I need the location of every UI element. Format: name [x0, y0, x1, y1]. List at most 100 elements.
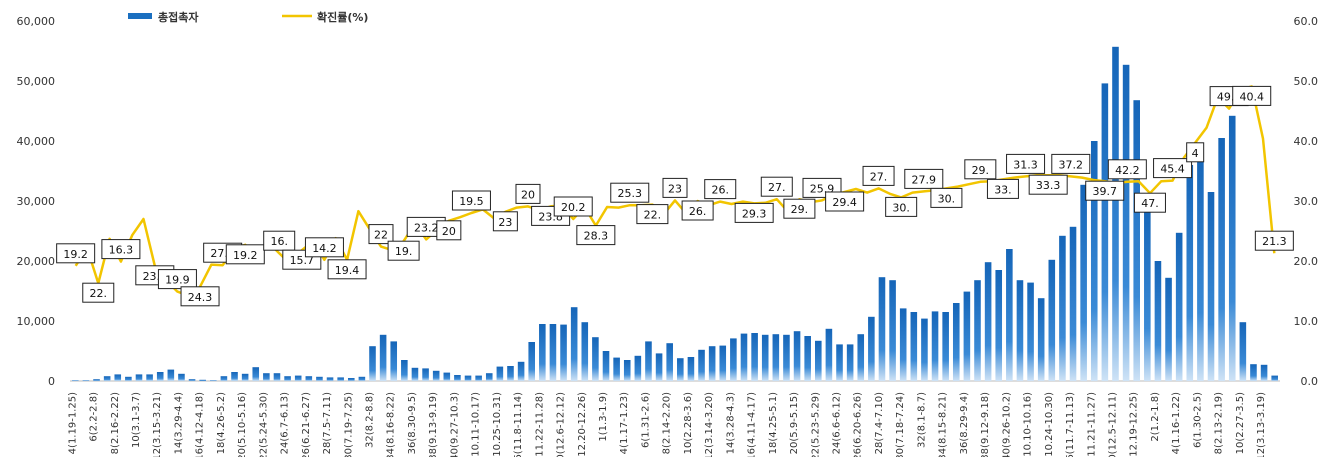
data-label-box — [180, 286, 220, 307]
data-label-box — [681, 200, 714, 221]
y-left-tick-label: 50,000 — [17, 75, 56, 88]
data-label-text: 20 — [442, 225, 456, 238]
data-label: 27. — [760, 176, 793, 197]
data-label-text: 19.2 — [63, 248, 88, 261]
x-tick-label: 24(6.7-6.13) — [280, 392, 291, 454]
data-label: 29. — [783, 198, 816, 219]
bar — [401, 360, 408, 381]
data-label-box — [1254, 230, 1294, 251]
bar — [72, 380, 79, 381]
x-tick-label: 18(4.26-5.2) — [216, 392, 227, 454]
data-label-text: 22. — [90, 287, 108, 300]
x-tick-label: 20(5.9-5.15) — [789, 392, 800, 454]
x-tick-label: 30(7.18-7.24) — [895, 392, 906, 457]
x-tick-label: 6(1.31-2.6) — [640, 392, 651, 448]
y-right-tick-label: 60.0 — [1294, 15, 1319, 28]
data-label-box — [862, 165, 895, 186]
bar — [634, 355, 642, 381]
data-label-box — [1028, 174, 1068, 195]
y-left-tick-label: 20,000 — [17, 255, 56, 268]
x-tick-label: 36(8.29-9.4) — [959, 392, 970, 454]
y-right-tick-label: 50.0 — [1294, 75, 1319, 88]
data-label: 20 — [515, 183, 541, 204]
bar — [1250, 364, 1257, 381]
bar — [984, 262, 992, 381]
data-label-text: 30. — [892, 201, 910, 214]
data-label-text: 19.9 — [165, 274, 190, 287]
bar — [539, 324, 546, 381]
bar — [868, 316, 875, 381]
data-label-box — [515, 183, 541, 204]
data-label: 33. — [986, 178, 1019, 199]
data-label-box — [1186, 142, 1205, 163]
data-label: 21.3 — [1254, 230, 1294, 251]
bar — [1228, 115, 1236, 382]
data-label-box — [734, 202, 774, 223]
bar — [178, 373, 185, 381]
data-label: 42.2 — [1107, 159, 1147, 180]
y-right-tick-label: 20.0 — [1294, 255, 1319, 268]
data-label: 23.2 — [406, 216, 446, 237]
data-label-box — [1085, 180, 1125, 201]
bar — [698, 349, 705, 381]
bar — [390, 341, 398, 381]
bar — [220, 376, 228, 381]
bar — [963, 291, 971, 381]
bar — [125, 376, 132, 381]
x-tick-label: 26(6.20-6.26) — [853, 392, 864, 457]
data-label-box — [304, 237, 344, 258]
bar — [411, 367, 419, 381]
x-tick-label: 8(2.13-2.19) — [1214, 392, 1225, 454]
x-tick-label: 36(8.30-9.5) — [407, 392, 418, 454]
bar — [899, 308, 907, 381]
data-label: 20 — [436, 220, 462, 241]
data-label-box — [157, 269, 197, 290]
data-label-text: 29.4 — [832, 196, 857, 209]
data-label-box — [930, 187, 963, 208]
bar — [209, 380, 217, 381]
bar — [82, 380, 90, 381]
x-tick-label: 32(8.1-8.7) — [916, 392, 927, 448]
x-tick-label: 30(7.19-7.25) — [343, 392, 354, 457]
data-label-text: 39.7 — [1092, 185, 1117, 198]
x-tick-label: 12(3.14-3.20) — [704, 392, 715, 457]
bar — [1165, 277, 1172, 381]
x-tick-label: 12(3.13-3.19) — [1256, 392, 1267, 457]
bar — [326, 377, 334, 381]
data-label-box — [1133, 192, 1166, 213]
bar — [995, 270, 1003, 381]
bar — [931, 311, 939, 381]
data-label: 30. — [930, 187, 963, 208]
x-tick-label: 38(9.12-9.18) — [980, 392, 991, 457]
data-label: 19.9 — [157, 269, 197, 290]
bar — [464, 375, 472, 381]
data-label-box — [783, 198, 816, 219]
data-label: 16.3 — [101, 239, 141, 260]
bar — [294, 375, 302, 381]
data-labels: 19.222.16.323.719.924.327.019.216.15.714… — [56, 85, 1294, 307]
data-label: 33.3 — [1028, 174, 1068, 195]
bar — [921, 318, 928, 381]
x-tick-label: 16(4.11-4.17) — [747, 392, 758, 457]
data-label-text: 19.2 — [233, 249, 258, 262]
bar — [1048, 259, 1056, 381]
data-label: 29.3 — [734, 202, 774, 223]
bar — [687, 357, 695, 381]
legend: 총접촉자 확진률(%) — [128, 10, 368, 24]
bar — [974, 280, 981, 381]
data-label: 20.2 — [553, 196, 593, 217]
bar — [666, 343, 673, 381]
bar — [1069, 226, 1077, 381]
bar — [570, 307, 578, 381]
data-label: 19.5 — [451, 190, 491, 211]
legend-bar-swatch — [128, 13, 152, 19]
data-label-box — [610, 182, 650, 203]
bar — [1101, 83, 1109, 382]
x-tick-label: 18(4.25-5.1) — [768, 392, 779, 454]
bar — [241, 373, 249, 381]
bar — [581, 322, 589, 381]
x-tick-label: 10(2.27-3.5) — [1235, 392, 1246, 454]
data-label-box — [576, 225, 616, 246]
bar — [613, 357, 620, 381]
bar — [1006, 249, 1013, 381]
